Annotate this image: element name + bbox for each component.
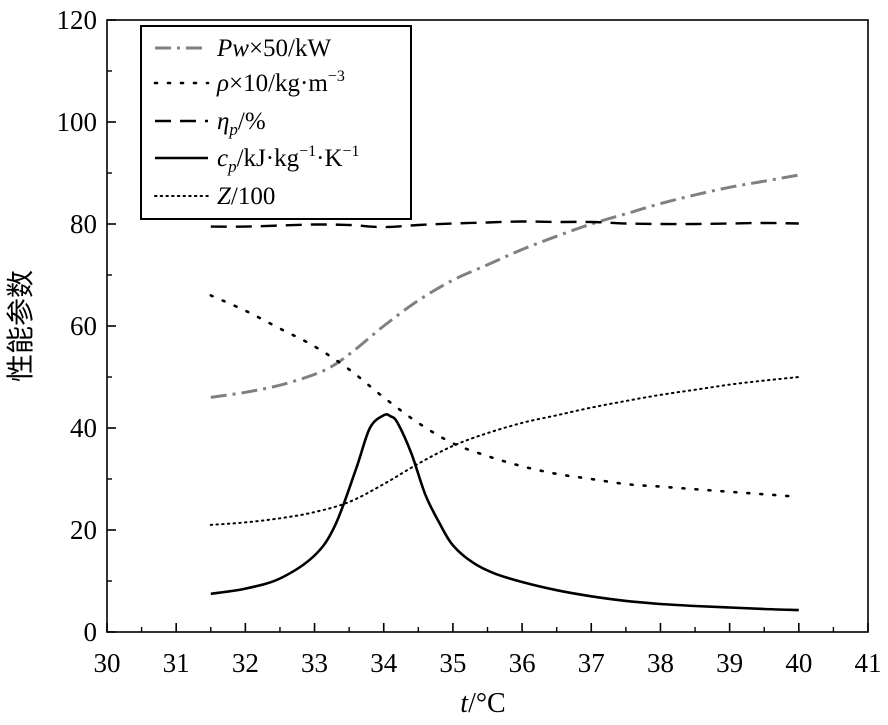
y-tick-label: 0: [84, 617, 98, 647]
y-tick-label: 100: [57, 107, 98, 137]
y-tick-label: 60: [70, 311, 97, 341]
x-tick-label: 30: [94, 648, 121, 678]
legend-label-2: ηp/%: [217, 108, 266, 139]
x-tick-label: 36: [509, 648, 536, 678]
x-tick-label: 31: [163, 648, 190, 678]
y-axis-ticks: 0 20 40 60 80 100 120: [57, 5, 116, 647]
x-tick-label: 40: [785, 648, 812, 678]
x-tick-label: 41: [855, 648, 882, 678]
x-axis-label-unit: /°C: [468, 688, 506, 719]
series-group: [209, 173, 801, 612]
series-line-1: [209, 294, 801, 499]
y-tick-label: 40: [70, 413, 97, 443]
x-tick-label: 34: [370, 648, 398, 678]
legend-label-3: cp/kJ·kg−1·K−1: [217, 143, 360, 176]
x-axis-label-var: t: [460, 688, 469, 719]
legend-label-4: Z/100: [217, 183, 275, 210]
x-tick-label: 39: [716, 648, 743, 678]
x-tick-label: 38: [647, 648, 674, 678]
series-line-0: [210, 173, 800, 399]
x-axis-label: t/°C: [460, 688, 505, 719]
series-line-4: [209, 376, 800, 526]
x-axis-ticks: 30 31 32 33 34 35 36 37 38 39 40 41: [94, 623, 882, 678]
legend-label-0: Pw×50/kW: [216, 35, 331, 62]
series-line-2: [210, 220, 799, 229]
x-tick-label: 35: [439, 648, 466, 678]
x-tick-label: 37: [578, 648, 605, 678]
x-tick-label: 33: [301, 648, 328, 678]
legend-label-1: ρ×10/kg·m−3: [216, 68, 345, 97]
y-axis-label: 性能参数: [5, 270, 37, 382]
legend: Pw×50/kW ρ×10/kg·m−3 ηp/% cp/kJ·kg−1·K−1 Z/1…: [140, 25, 412, 220]
y-tick-label: 120: [57, 5, 98, 35]
y-tick-label: 80: [70, 209, 97, 239]
y-tick-label: 20: [70, 515, 97, 545]
legend-box: [140, 25, 412, 220]
series-line-3: [210, 413, 799, 612]
x-tick-label: 32: [232, 648, 259, 678]
